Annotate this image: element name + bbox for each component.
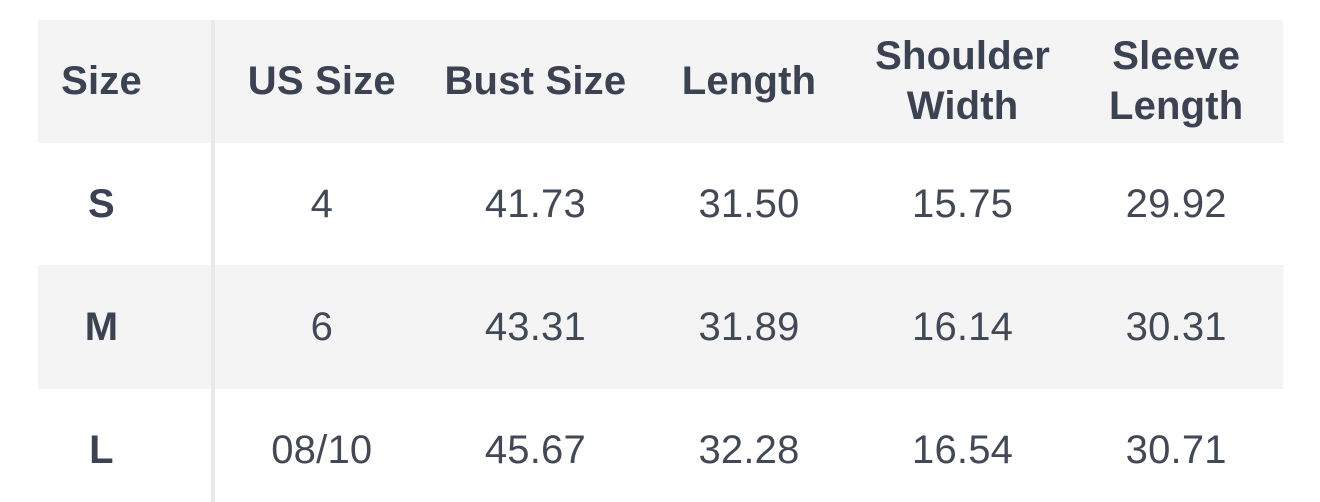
table-cell: 41.73 [484,181,586,226]
column-header: Size [61,58,142,103]
table-cell: 32.28 [698,427,800,472]
table-cell: 31.89 [698,304,800,349]
size-label: L [89,427,114,472]
table-cell: 45.67 [484,427,586,472]
column-header: Bust Size [444,58,627,103]
table-body: S 4 41.73 31.50 15.75 29.92 M 6 43.31 31.89 16.14 3… [38,143,1283,502]
column-header: Length [681,58,817,103]
table-cell: 29.92 [1125,181,1227,226]
table-row: M 6 43.31 31.89 16.14 30.31 [38,265,1283,389]
column-divider [211,20,215,502]
column-header: US Size [247,58,396,103]
column-header: Shoulder Width [875,33,1051,128]
table-header-row: Size US Size Bust Size Length Shoulder Width… [38,20,1283,143]
table-cell: 31.50 [698,181,800,226]
table-cell: 4 [310,181,334,226]
table-cell: 08/10 [271,427,373,472]
size-label: M [84,304,119,349]
table-cell: 15.75 [912,181,1014,226]
table-cell: 16.54 [912,427,1014,472]
table-cell: 16.14 [912,304,1014,349]
table-row: L 08/10 45.67 32.28 16.54 30.71 [38,389,1283,502]
size-label: S [88,181,115,226]
table-cell: 30.31 [1125,304,1227,349]
table-row: S 4 41.73 31.50 15.75 29.92 [38,143,1283,265]
size-chart-table: Size US Size Bust Size Length Shoulder Width… [38,20,1283,502]
table-cell: 6 [310,304,334,349]
table-cell: 43.31 [484,304,586,349]
table-cell: 30.71 [1125,427,1227,472]
column-header: Sleeve Length [1108,33,1244,128]
